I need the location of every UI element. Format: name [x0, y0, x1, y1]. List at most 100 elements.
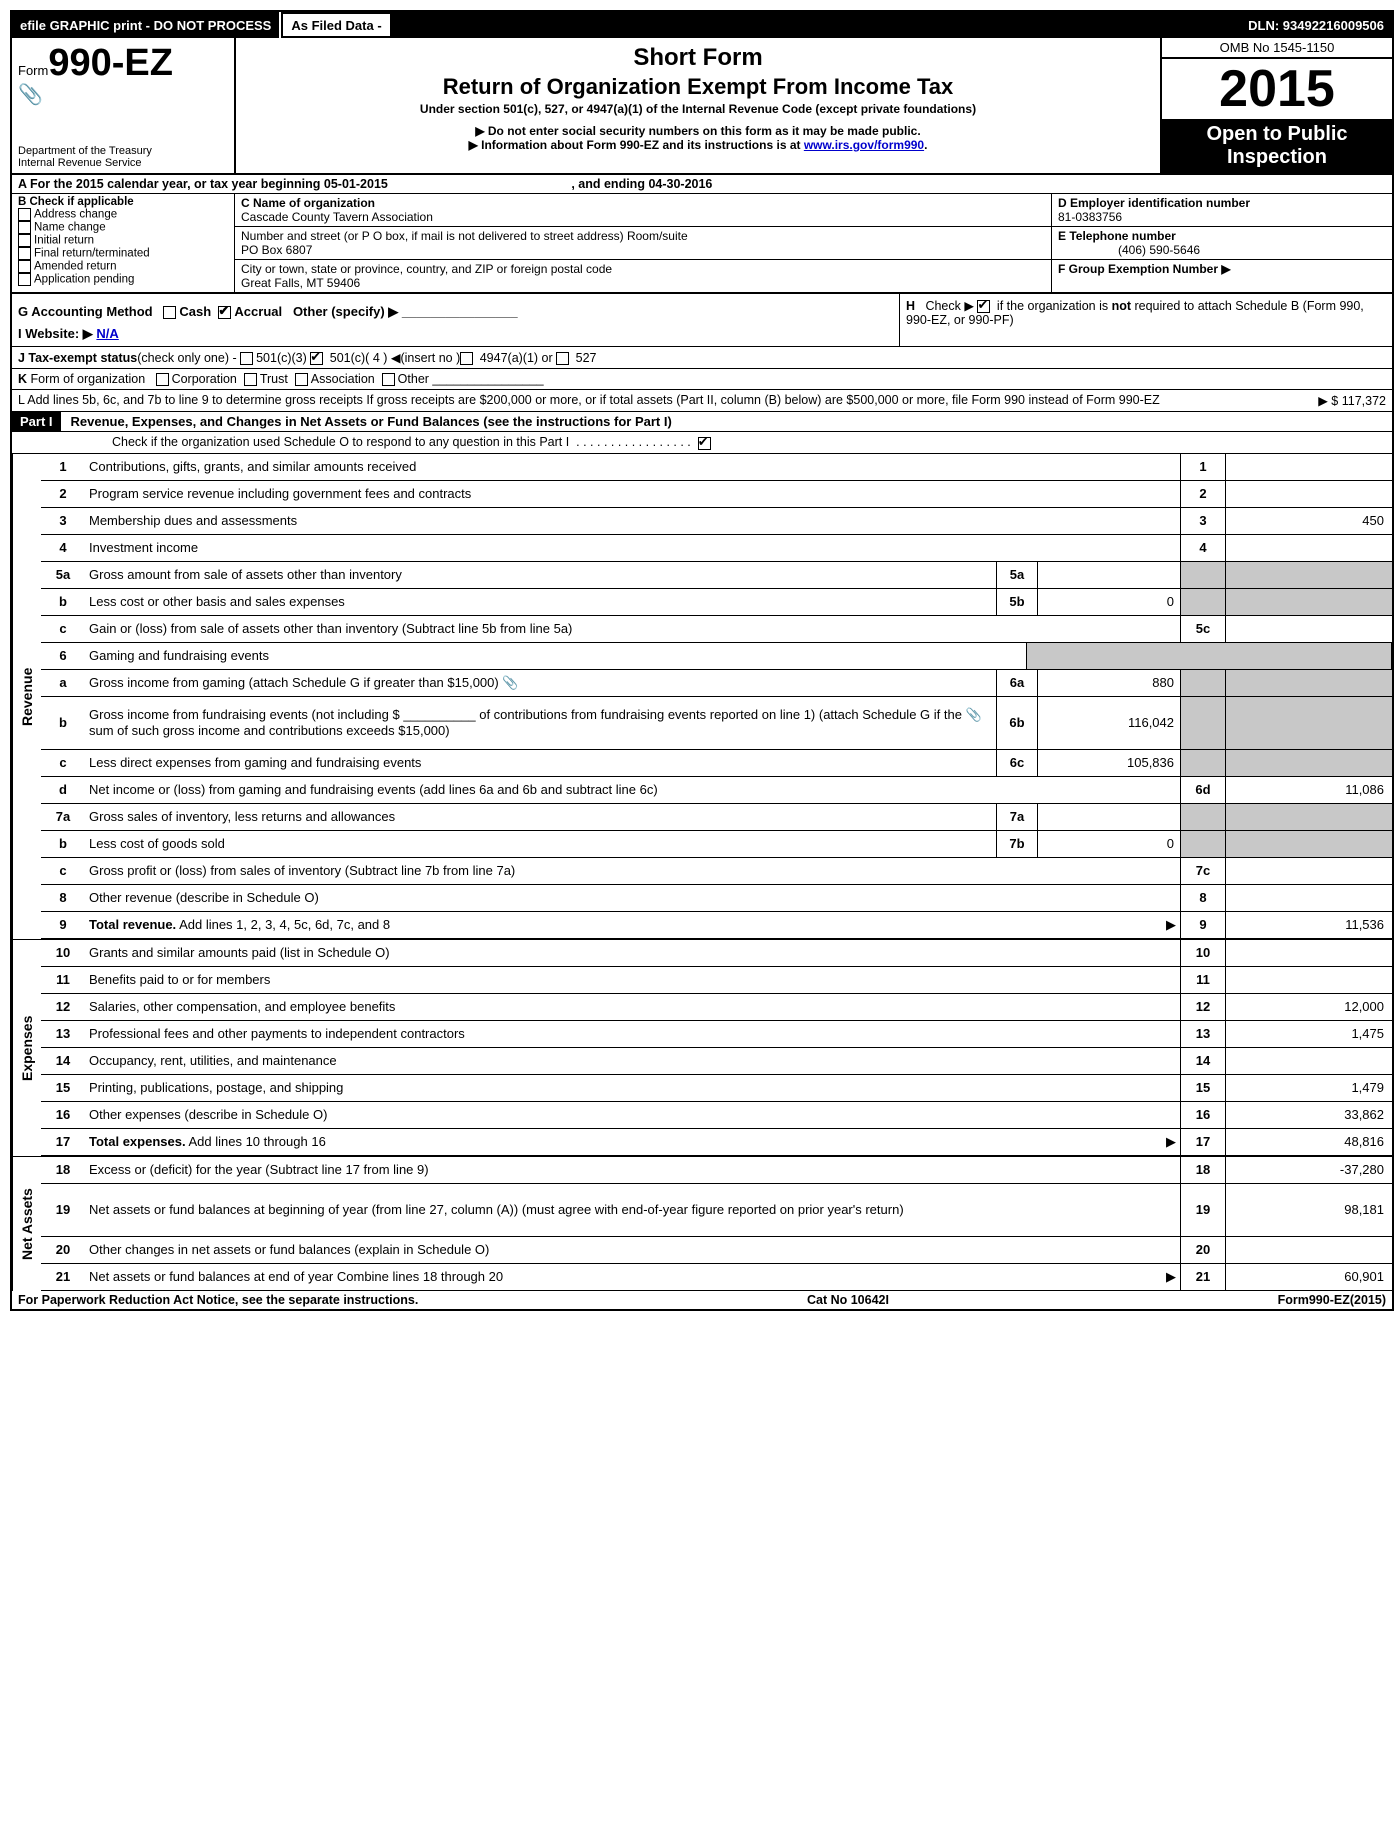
row-desc: Gaming and fundraising events [85, 643, 1026, 669]
sub-amount: 116,042 [1038, 697, 1180, 749]
checkbox[interactable] [18, 273, 31, 286]
right-number: 15 [1180, 1075, 1226, 1101]
right-amount: 11,536 [1226, 912, 1392, 938]
row-number: 3 [41, 508, 85, 534]
sub-number: 5b [996, 589, 1038, 615]
4947-checkbox[interactable] [460, 352, 473, 365]
cash-checkbox[interactable] [163, 306, 176, 319]
row-number: 19 [41, 1184, 85, 1236]
dept-line2: Internal Revenue Service [18, 157, 152, 169]
row-desc: Less cost of goods sold [85, 831, 996, 857]
efile-notice: efile GRAPHIC print - DO NOT PROCESS [12, 12, 281, 38]
open-line1: Open to Public [1166, 123, 1388, 146]
sub-number: 6a [996, 670, 1038, 696]
table-row: 3Membership dues and assessments3450 [41, 508, 1392, 535]
right-amount: 60,901 [1226, 1264, 1392, 1290]
right-amount: 1,479 [1226, 1075, 1392, 1101]
row-number: 8 [41, 885, 85, 911]
website-link[interactable]: N/A [96, 326, 118, 341]
phone-label: E Telephone number [1058, 229, 1176, 243]
line-l-text: L Add lines 5b, 6c, and 7b to line 9 to … [18, 393, 1206, 408]
sub-number: 6b [996, 697, 1038, 749]
right-amount [1226, 670, 1392, 696]
table-row: bGross income from fundraising events (n… [41, 697, 1392, 750]
ein-block: D Employer identification number 81-0383… [1052, 194, 1392, 227]
open-public: Open to Public Inspection [1162, 119, 1392, 173]
line-l-amount: ▶ $ 117,372 [1206, 393, 1386, 408]
col-b-item: Application pending [18, 273, 228, 286]
table-row: cLess direct expenses from gaming and fu… [41, 750, 1392, 777]
line-a-end: 04-30-2016 [648, 177, 712, 191]
right-amount [1226, 481, 1392, 507]
netassets-body: 18Excess or (deficit) for the year (Subt… [41, 1157, 1392, 1291]
form-prefix: Form [18, 63, 48, 78]
right-amount [1226, 804, 1392, 830]
row-number: c [41, 858, 85, 884]
other-checkbox[interactable] [382, 373, 395, 386]
checkbox[interactable] [18, 260, 31, 273]
right-number: 11 [1180, 967, 1226, 993]
checkbox[interactable] [18, 234, 31, 247]
row-desc: Other revenue (describe in Schedule O) [85, 885, 1180, 911]
501c3-checkbox[interactable] [240, 352, 253, 365]
row-number: 1 [41, 454, 85, 480]
assoc-checkbox[interactable] [295, 373, 308, 386]
part1-schedule-o-checkbox[interactable] [698, 437, 711, 450]
right-number [1180, 697, 1226, 749]
row-number: b [41, 697, 85, 749]
form-number: 990-EZ [48, 42, 173, 84]
col-c: C Name of organization Cascade County Ta… [235, 194, 1051, 292]
right-number: 12 [1180, 994, 1226, 1020]
checkbox[interactable] [18, 208, 31, 221]
501c-checkbox[interactable] [310, 352, 323, 365]
row-desc: Gross sales of inventory, less returns a… [85, 804, 996, 830]
table-row: 2Program service revenue including gover… [41, 481, 1392, 508]
ein-label: D Employer identification number [1058, 196, 1250, 210]
row-number: 20 [41, 1237, 85, 1263]
schedule-b-checkbox[interactable] [977, 300, 990, 313]
line-a-begin: 05-01-2015 [324, 177, 388, 191]
right-number: 4 [1180, 535, 1226, 561]
table-row: bLess cost of goods sold7b0 [41, 831, 1392, 858]
sub-number: 7a [996, 804, 1038, 830]
sub-amount: 105,836 [1038, 750, 1180, 776]
527-checkbox[interactable] [556, 352, 569, 365]
right-amount: 98,181 [1226, 1184, 1392, 1236]
row-number: 21 [41, 1264, 85, 1290]
bullet-info-pre: ▶ Information about Form 990-EZ and its … [469, 138, 804, 152]
footer-right: Form990-EZ(2015) [1278, 1293, 1386, 1307]
corp-checkbox[interactable] [156, 373, 169, 386]
right-number: 10 [1180, 940, 1226, 966]
right-number: 7c [1180, 858, 1226, 884]
col-b-item: Amended return [18, 260, 228, 273]
row-number: 14 [41, 1048, 85, 1074]
checkbox[interactable] [18, 221, 31, 234]
dln: DLN: 93492216009506 [1240, 12, 1392, 38]
col-b-header: B Check if applicable [18, 196, 228, 208]
row-number: b [41, 589, 85, 615]
table-row: 12Salaries, other compensation, and empl… [41, 994, 1392, 1021]
checkbox[interactable] [18, 247, 31, 260]
right-number: 17 [1180, 1129, 1226, 1155]
accrual-checkbox[interactable] [218, 306, 231, 319]
row-number: 13 [41, 1021, 85, 1047]
footer: For Paperwork Reduction Act Notice, see … [12, 1291, 1392, 1309]
right-amount [1226, 697, 1392, 749]
right-amount: 33,862 [1226, 1102, 1392, 1128]
right-amount [1226, 831, 1392, 857]
arrow-icon: ▶ [1166, 917, 1176, 933]
line-l-value: 117,372 [1342, 394, 1386, 408]
right-number: 1 [1180, 454, 1226, 480]
group-exemption-label: F Group Exemption Number ▶ [1058, 262, 1231, 276]
right-amount: 48,816 [1226, 1129, 1392, 1155]
irs-link[interactable]: www.irs.gov/form990 [804, 138, 924, 152]
sub-amount [1038, 804, 1180, 830]
right-amount [1226, 535, 1392, 561]
line-g-h: G Accounting Method Cash Accrual Other (… [12, 294, 1392, 347]
revenue-body: 1Contributions, gifts, grants, and simil… [41, 454, 1392, 939]
bullet-ssn: ▶ Do not enter social security numbers o… [246, 124, 1150, 138]
trust-checkbox[interactable] [244, 373, 257, 386]
table-row: 16Other expenses (describe in Schedule O… [41, 1102, 1392, 1129]
table-row: 13Professional fees and other payments t… [41, 1021, 1392, 1048]
right-number [1180, 670, 1226, 696]
